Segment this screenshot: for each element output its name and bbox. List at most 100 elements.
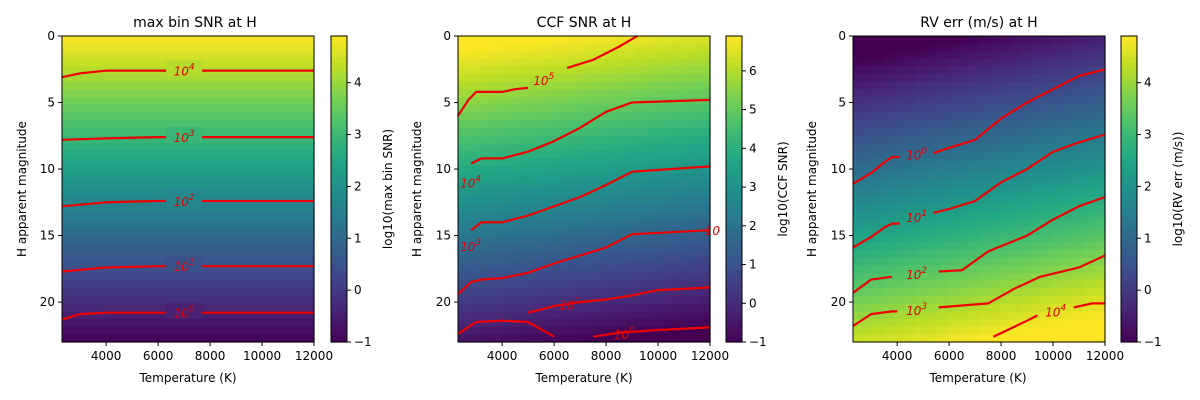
heatmap-cell [916,303,928,312]
heatmap-cell [219,250,231,259]
heatmap-cell [489,104,501,114]
heatmap-cell [699,112,711,121]
heatmap-cell [647,242,659,251]
heatmap-cell [240,166,252,175]
heatmap-cell [552,104,564,114]
heatmap-cell [699,74,711,83]
heatmap-cell [853,120,865,129]
heatmap-cell [531,74,543,83]
heatmap-cell [605,219,617,228]
heatmap-cell [1094,326,1106,335]
heatmap-cell [916,135,928,144]
heatmap-cell [83,242,95,251]
heatmap-cell [853,227,865,236]
heatmap-cell [293,189,305,198]
heatmap-cell [1052,74,1064,83]
heatmap-cell [489,74,501,83]
heatmap-cell [1073,280,1085,290]
heatmap-cell [72,58,84,68]
colorbar-segment [331,331,347,338]
heatmap-cell [615,89,627,98]
heatmap-cell [1084,211,1096,221]
heatmap-cell [853,36,865,45]
colorbar-segment [331,224,347,231]
heatmap-cell [542,280,554,290]
colorbar-segment [331,285,347,292]
heatmap-cell [895,296,907,305]
colorbar-segment [331,138,347,144]
heatmap-cell [1063,196,1075,205]
heatmap-cell [114,311,126,320]
heatmap-cell [468,303,480,312]
heatmap-cell [937,288,949,297]
heatmap-cell [563,51,575,60]
heatmap-cell [156,273,168,282]
heatmap-cell [1052,150,1064,159]
heatmap-cell [968,120,980,129]
heatmap-cell [958,288,970,297]
heatmap-cell [1052,89,1064,98]
colorbar-segment [726,56,742,63]
heatmap-cell [1073,234,1085,244]
heatmap-cell [272,219,284,228]
heatmap-cell [521,265,533,274]
heatmap-cell [937,334,949,343]
heatmap-cell [689,66,701,75]
heatmap-cell [272,74,284,83]
heatmap-cell [1094,288,1106,297]
y-tick-label: 15 [436,229,451,243]
contour-line [470,165,711,232]
heatmap-cell [594,273,606,282]
heatmap-cell [272,334,284,343]
heatmap-cell [916,58,928,68]
heatmap-cell [500,135,512,144]
heatmap-cell [594,204,606,213]
heatmap-cell [989,242,1001,251]
heatmap-cell [863,273,875,282]
heatmap-cell [552,181,564,190]
heatmap-cell [1021,127,1033,137]
heatmap-cell [521,250,533,259]
heatmap-cell [1073,219,1085,228]
heatmap-cell [863,89,875,98]
heatmap-cell [989,173,1001,182]
heatmap-cell [1073,227,1085,236]
heatmap-cell [689,120,701,129]
heatmap-cell [510,265,522,274]
heatmap-cell [240,227,252,236]
heatmap-cell [261,280,273,290]
heatmap-cell [863,280,875,290]
heatmap-cell [1084,265,1096,274]
heatmap-cell [230,58,242,68]
heatmap-cell [1021,257,1033,267]
heatmap-cell [1084,58,1096,68]
heatmap-cell [895,127,907,137]
heatmap-cell [1094,242,1106,251]
heatmap-cell [657,196,669,205]
colorbar-segment [1121,107,1137,114]
heatmap-cell [958,166,970,175]
heatmap-cell [240,334,252,343]
heatmap-cell [678,158,690,167]
heatmap-cell [458,158,470,167]
heatmap-cell [958,303,970,312]
heatmap-cell [968,74,980,83]
heatmap-cell [1073,265,1085,274]
heatmap-cell [1031,173,1043,182]
heatmap-cell [510,120,522,129]
heatmap-cell [188,143,200,152]
heatmap-cell [1094,250,1106,259]
heatmap-cell [177,219,189,228]
heatmap-cell [146,280,158,290]
heatmap-cell [240,265,252,274]
x-tick-label: 12000 [1086,349,1124,363]
heatmap-cell [657,173,669,182]
colorbar-tick-label: 4 [1144,76,1152,90]
heatmap-cell [542,334,554,343]
heatmap-cell [895,181,907,190]
heatmap-cell [657,234,669,244]
heatmap-cell [1052,66,1064,75]
colorbar-segment [331,296,347,302]
heatmap-cell [958,81,970,91]
heatmap-cell [83,280,95,290]
